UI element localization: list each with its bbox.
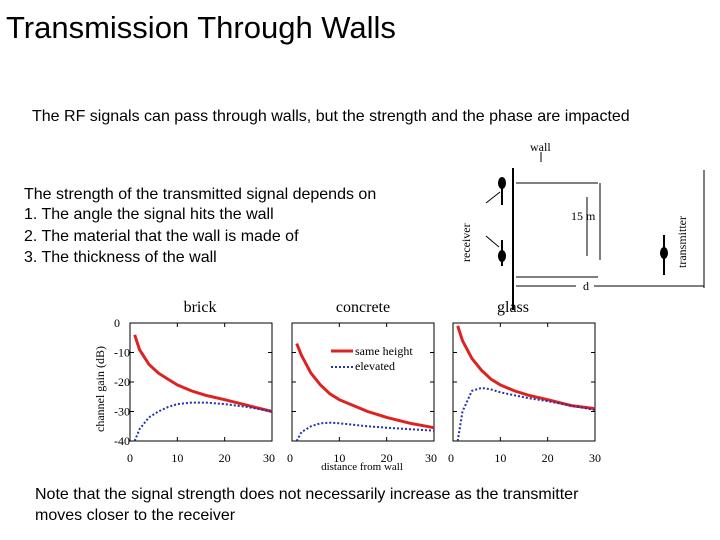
x-tick-label: 10 (494, 451, 506, 465)
x-tick-label: 30 (425, 451, 437, 465)
receiver-antenna-bottom (485, 235, 506, 266)
transmitter-antenna (660, 235, 668, 275)
panel-frame (291, 322, 435, 442)
y-axis-label: channel gain (dB) (93, 346, 107, 432)
x-tick-label: 20 (219, 451, 231, 465)
series-elevated-concrete (295, 421, 435, 442)
panel-frame (452, 322, 596, 442)
x-tick-label: 30 (263, 451, 275, 465)
y-tick-label: -10 (114, 346, 130, 360)
legend-same-height: same height (355, 344, 413, 358)
note-line-1: Note that the signal strength does not n… (35, 486, 579, 503)
factor-angle: 1. The angle the signal hits the wall (24, 206, 274, 223)
y-tick-label: -20 (114, 375, 130, 389)
panel-frame (129, 322, 273, 442)
panel-title-brick: brick (184, 299, 217, 316)
y-tick-label: -40 (114, 434, 130, 448)
series-elevated-glass (456, 386, 596, 442)
slide-title: Transmission Through Walls (6, 10, 396, 45)
y-tick-label: -30 (114, 405, 130, 419)
x-tick-label: 20 (381, 451, 393, 465)
transmitter-label: transmitter (675, 216, 689, 268)
x-tick-label: 20 (542, 451, 554, 465)
y-tick-label: 0 (114, 316, 120, 330)
x-tick-label: 30 (589, 451, 601, 465)
x-tick-label: 0 (448, 451, 454, 465)
series-elevated-brick (133, 401, 273, 442)
height-label: 15 m (571, 209, 596, 223)
wall-label: wall (530, 140, 551, 154)
factors-list: 1. The angle the signal hits the wall 2.… (24, 204, 376, 269)
factors-intro: The strength of the transmitted signal d… (24, 186, 377, 203)
chart-legend: same height elevated (331, 344, 413, 373)
panel-title-concrete: concrete (336, 299, 390, 316)
factor-material: 2. The material that the wall is made of (24, 227, 299, 245)
series-same-height-concrete (295, 343, 435, 430)
series-same-height-glass (456, 325, 596, 411)
note-line-2: moves closer to the receiver (35, 507, 236, 524)
panel-title-glass: glass (497, 299, 529, 316)
series-same-height-brick (133, 334, 273, 413)
x-tick-label: 10 (171, 451, 183, 465)
x-tick-label: 0 (127, 451, 133, 465)
factors-text: The strength of the transmitted signal d… (24, 186, 376, 269)
note-text: Note that the signal strength does not n… (35, 484, 695, 526)
x-tick-label: 10 (333, 451, 345, 465)
distance-label: d (583, 279, 589, 293)
receiver-antenna-top (485, 177, 506, 205)
x-axis-label: distance from wall (321, 461, 403, 473)
legend-elevated: elevated (355, 359, 395, 373)
receiver-label: receiver (459, 223, 473, 262)
x-tick-label: 0 (287, 451, 293, 465)
slide-subtitle: The RF signals can pass through walls, b… (32, 108, 630, 125)
factor-thickness: 3. The thickness of the wall (24, 249, 217, 266)
